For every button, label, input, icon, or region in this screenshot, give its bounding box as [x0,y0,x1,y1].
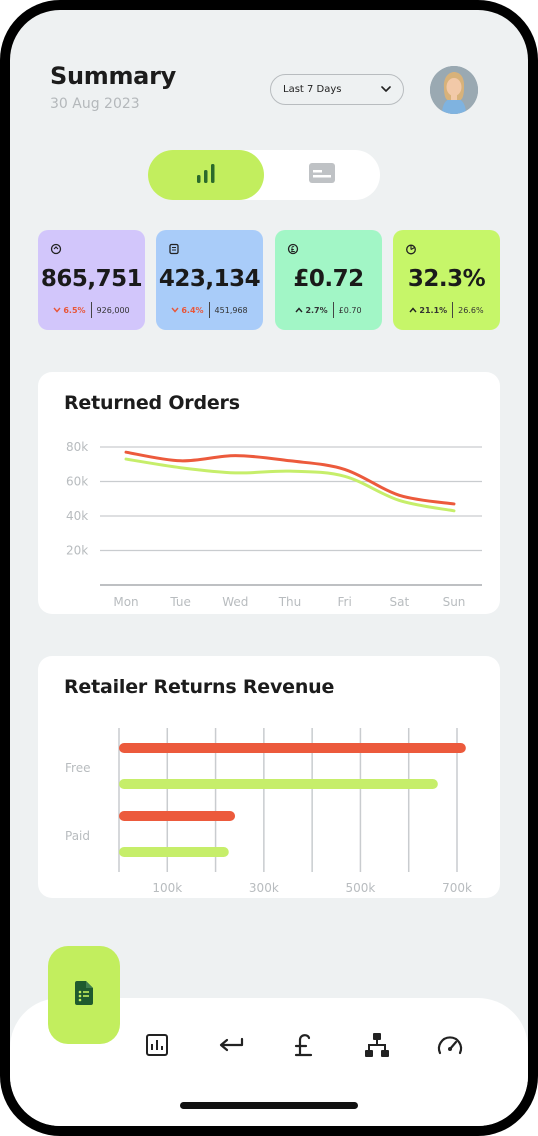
page-date: 30 Aug 2023 [50,96,140,112]
orders-icon [168,240,180,259]
panel-title: Returned Orders [64,392,240,414]
retailer-revenue-chart: 100k 300k 500k 700k Free Paid [65,728,472,895]
x-tick-label: 300k [249,881,279,895]
metric-sub: 6.4% 451,968 [156,302,263,318]
x-tick-label: Wed [222,595,248,609]
nav-return-arrow-icon[interactable] [216,1030,246,1060]
nav-analytics-icon[interactable] [142,1030,172,1060]
x-tick-label: Mon [113,595,138,609]
x-tick-label: Sat [389,595,409,609]
metric-previous: 451,968 [214,305,248,315]
divider [452,302,454,318]
metric-delta: 6.5% [53,306,90,315]
series-line [124,450,456,506]
category-label: Paid [65,829,90,843]
metric-value: 32.3% [407,266,486,292]
x-tick-label: Thu [278,595,302,609]
returned-orders-panel: Returned Orders 80k 60k 40k 20k Mon Tue Wed Thu… [38,372,500,614]
y-tick-label: 60k [66,475,88,489]
card-icon [308,162,336,188]
y-tick-label: 20k [66,544,88,558]
home-indicator [180,1102,358,1109]
y-tick-label: 40k [66,509,88,523]
returns-icon [50,240,62,259]
metric-sub: 6.5% 926,000 [38,302,145,318]
divider [332,302,334,318]
metric-card-percentage[interactable]: 32.3% 21.1% 26.6% [393,230,500,330]
trend-down-icon [171,306,179,315]
metric-delta: 21.1% [409,306,452,315]
x-tick-label: 700k [442,881,472,895]
trend-down-icon [53,306,61,315]
x-tick-label: 100k [152,881,182,895]
metric-previous: £0.70 [338,305,362,315]
metric-previous: 26.6% [458,305,484,315]
metric-card-returns[interactable]: 865,751 6.5% 926,000 [38,230,145,330]
divider [90,302,92,318]
metric-card-orders[interactable]: 423,134 6.4% 451,968 [156,230,263,330]
metric-delta: 2.7% [295,306,332,315]
x-tick-label: Sun [443,595,466,609]
bar-chart-icon [194,162,218,188]
nav-pound-icon[interactable] [289,1030,319,1060]
y-tick-label: 80k [66,440,88,454]
toggle-chart-view[interactable] [148,150,264,200]
avatar-image [430,66,478,114]
avatar[interactable] [430,66,478,114]
category-label: Free [65,761,90,775]
toggle-card-view[interactable] [264,150,380,200]
reports-fab-button[interactable] [48,946,120,1044]
metric-card-currency[interactable]: £0.72 2.7% £0.70 [275,230,382,330]
x-tick-label: Fri [338,595,352,609]
view-toggle [148,150,380,200]
divider [208,302,210,318]
returned-orders-chart: 80k 60k 40k 20k Mon Tue Wed Thu Fri Sat Sun [66,440,482,609]
nav-hierarchy-icon[interactable] [362,1030,392,1060]
x-tick-label: 500k [345,881,375,895]
metric-delta: 6.4% [171,306,208,315]
panel-title: Retailer Returns Revenue [64,676,335,698]
metric-value: £0.72 [293,266,364,292]
document-icon [72,980,96,1010]
screen: Summary 30 Aug 2023 Last 7 Days [10,10,528,1126]
pie-icon [405,240,417,259]
metric-sub: 21.1% 26.6% [393,302,500,318]
page-title: Summary [50,62,176,90]
date-range-label: Last 7 Days [283,84,342,95]
x-tick-label: Tue [169,595,191,609]
chevron-down-icon [381,86,391,93]
metric-value: 865,751 [40,266,143,292]
metric-sub: 2.7% £0.70 [275,302,382,318]
trend-up-icon [409,306,417,315]
date-range-select[interactable]: Last 7 Days [270,74,404,105]
nav-speedometer-icon[interactable] [435,1030,465,1060]
trend-up-icon [295,306,303,315]
metric-previous: 926,000 [96,305,130,315]
retailer-revenue-panel: Retailer Returns Revenue 100k 300k 500k 700… [38,656,500,898]
series-line [124,457,456,513]
metric-value: 423,134 [158,266,261,292]
currency-icon [287,240,299,259]
